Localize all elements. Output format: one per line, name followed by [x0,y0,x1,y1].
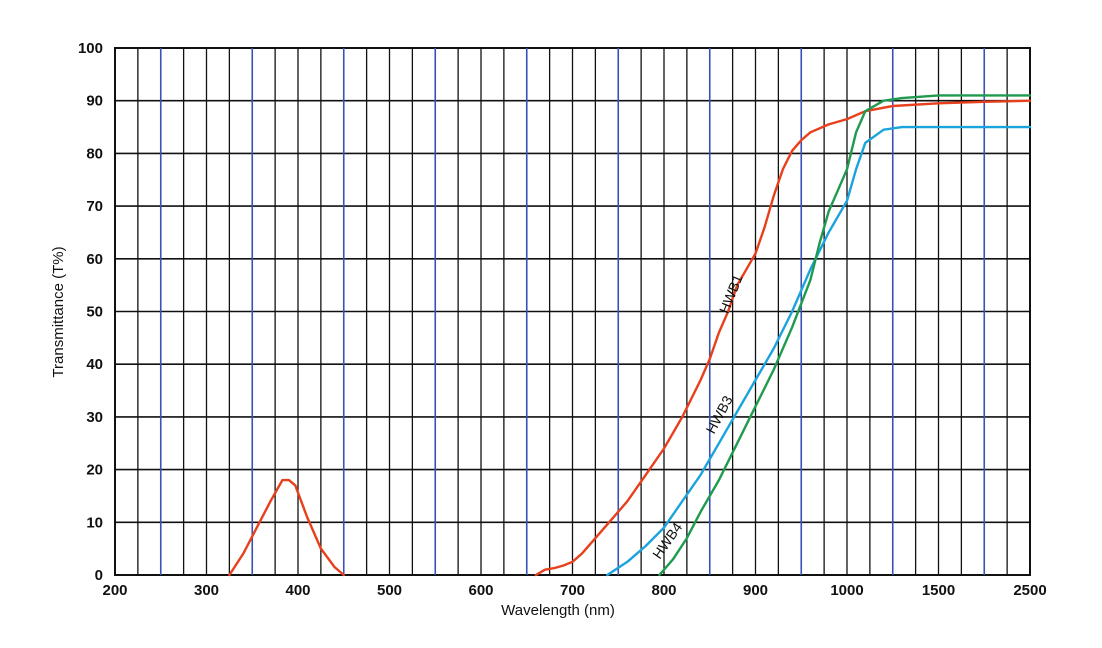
x-tick-label: 600 [468,582,493,599]
y-tick-label: 70 [86,198,103,215]
y-tick-label: 0 [95,567,103,584]
x-tick-label: 2500 [1013,582,1046,599]
x-tick-label: 800 [651,582,676,599]
x-tick-label: 500 [377,582,402,599]
y-tick-label: 100 [78,40,103,57]
x-tick-label: 1000 [830,582,863,599]
series-line-hwb1-1 [534,99,1032,577]
x-tick-label: 200 [102,582,127,599]
y-tick-label: 30 [86,409,103,426]
y-tick-label: 50 [86,304,103,321]
y-tick-label: 90 [86,93,103,110]
series-group [228,94,1032,577]
y-tick-label: 10 [86,514,103,531]
y-tick-label: 60 [86,251,103,268]
series-line-hwb1-0 [228,478,345,577]
x-tick-label: 700 [560,582,585,599]
y-tick-labels: 0 10 20 30 40 50 60 70 80 90 100 [78,40,103,584]
series-line-hwb3-0 [606,125,1032,577]
y-tick-label: 40 [86,356,103,373]
y-axis-label: Transmittance (T%) [50,246,67,377]
y-tick-label: 20 [86,462,103,479]
x-tick-label: 1500 [922,582,955,599]
grid [114,47,1031,576]
x-tick-label: 400 [285,582,310,599]
x-axis-label: Wavelength (nm) [501,602,615,619]
series-line-hwb4-0 [658,94,1032,577]
x-tick-labels: 200 300 400 500 600 700 800 900 1000 1500 2500 [102,582,1046,599]
x-tick-label: 900 [743,582,768,599]
x-tick-label: 300 [194,582,219,599]
y-tick-label: 80 [86,145,103,162]
